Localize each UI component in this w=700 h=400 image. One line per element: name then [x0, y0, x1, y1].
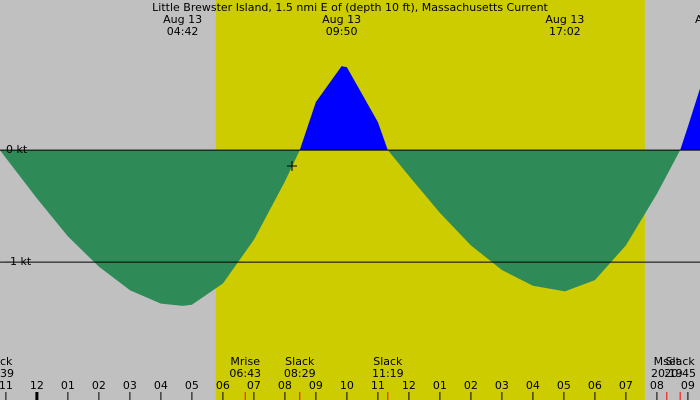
- x-tick-label: 05: [185, 379, 199, 392]
- plot: [0, 66, 700, 306]
- event-time: 20:45: [664, 367, 696, 380]
- y-tick-label: 0 kt: [6, 143, 28, 156]
- extreme-time: 04:42: [167, 25, 199, 38]
- extreme-time: 17:02: [549, 25, 581, 38]
- x-tick-label: 01: [61, 379, 75, 392]
- flood-area: [299, 66, 388, 151]
- now-marker: [287, 161, 297, 171]
- event-time: 06:43: [229, 367, 261, 380]
- event-label: Slack: [373, 355, 403, 368]
- x-tick-label: 12: [30, 379, 44, 392]
- extreme-time: 09:50: [326, 25, 358, 38]
- x-tick-label: 05: [557, 379, 571, 392]
- x-tick-label: 10: [340, 379, 354, 392]
- x-tick-label: 03: [495, 379, 509, 392]
- edge-event-time: 39: [0, 367, 14, 380]
- x-tick-label: 04: [154, 379, 168, 392]
- x-tick-label: 07: [619, 379, 633, 392]
- chart-title: Little Brewster Island, 1.5 nmi E of (de…: [152, 1, 548, 14]
- x-tick-label: 08: [650, 379, 664, 392]
- x-tick-label: 06: [588, 379, 602, 392]
- x-tick-label: 02: [464, 379, 478, 392]
- x-tick-label: 07: [247, 379, 261, 392]
- extreme-date: Aug 13: [163, 13, 202, 26]
- extreme-date: Aug 13: [545, 13, 584, 26]
- x-tick-label: 09: [309, 379, 323, 392]
- x-tick-label: 11: [0, 379, 13, 392]
- extreme-date: Aug 13: [322, 13, 361, 26]
- event-label: Mrise: [230, 355, 260, 368]
- flood-area: [680, 88, 700, 151]
- event-label: Slack: [285, 355, 315, 368]
- ebb-area: [387, 150, 681, 292]
- x-tick-label: 09: [681, 379, 695, 392]
- edge-event-label: ck: [0, 355, 13, 368]
- event-label: Slack: [666, 355, 696, 368]
- event-time: 20:19: [651, 367, 683, 380]
- x-tick-label: 03: [123, 379, 137, 392]
- x-tick-label: 01: [433, 379, 447, 392]
- ebb-area: [0, 150, 300, 306]
- x-tick-label: 11: [371, 379, 385, 392]
- event-time: 08:29: [284, 367, 316, 380]
- y-tick-label: -1 kt: [6, 255, 32, 268]
- x-tick-label: 08: [278, 379, 292, 392]
- x-tick-label: 12: [402, 379, 416, 392]
- x-tick-label: 02: [92, 379, 106, 392]
- edge-top-label: A: [695, 13, 700, 26]
- event-time: 11:19: [372, 367, 404, 380]
- event-label: Mset: [654, 355, 681, 368]
- x-tick-label: 06: [216, 379, 230, 392]
- x-tick-label: 04: [526, 379, 540, 392]
